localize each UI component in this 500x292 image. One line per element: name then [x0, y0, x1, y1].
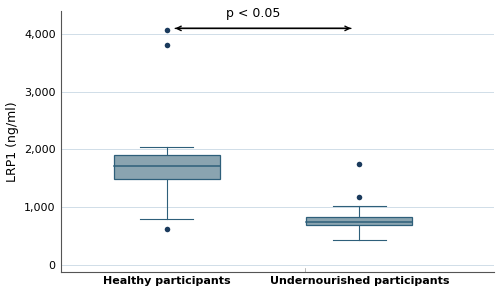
Text: p < 0.05: p < 0.05: [226, 7, 280, 20]
Bar: [114, 155, 220, 179]
Y-axis label: LRP1 (ng/ml): LRP1 (ng/ml): [6, 101, 18, 182]
Bar: [306, 218, 412, 225]
